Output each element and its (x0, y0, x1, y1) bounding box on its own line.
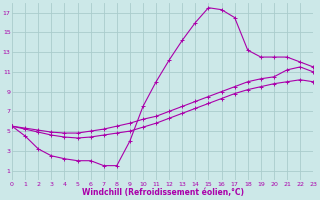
X-axis label: Windchill (Refroidissement éolien,°C): Windchill (Refroidissement éolien,°C) (82, 188, 244, 197)
